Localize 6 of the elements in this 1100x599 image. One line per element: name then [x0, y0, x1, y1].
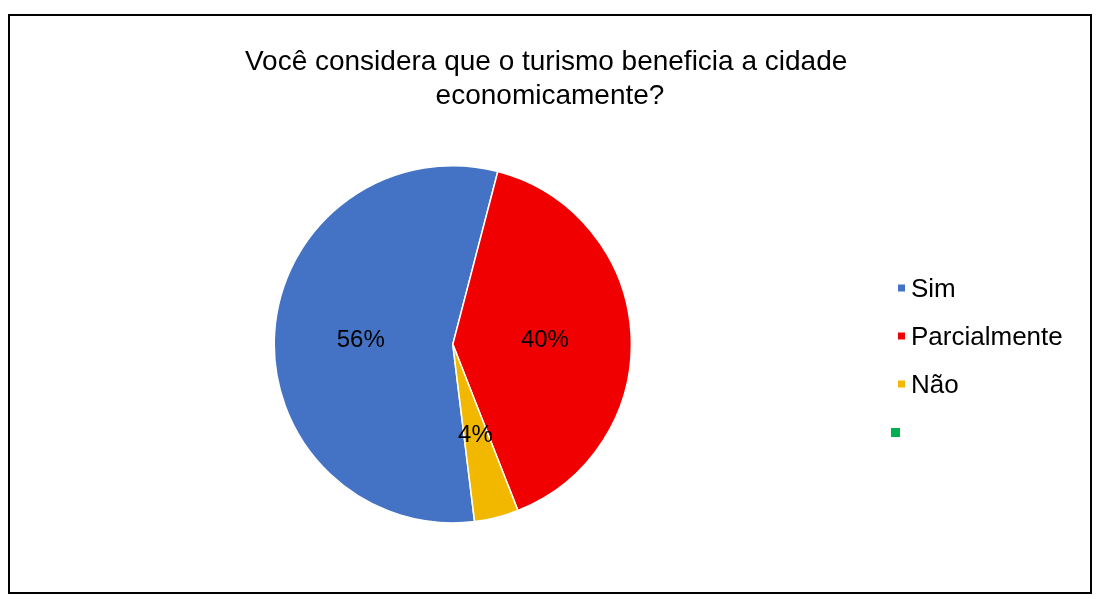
- legend-label: Sim: [911, 273, 956, 303]
- legend-label: Não: [911, 369, 959, 399]
- legend-label: Parcialmente: [911, 321, 1063, 351]
- chart-title: Você considera que o turismo beneficia a cidade economicamente?: [244, 44, 856, 110]
- data-label: 56%: [336, 324, 385, 352]
- data-label: 40%: [520, 325, 569, 353]
